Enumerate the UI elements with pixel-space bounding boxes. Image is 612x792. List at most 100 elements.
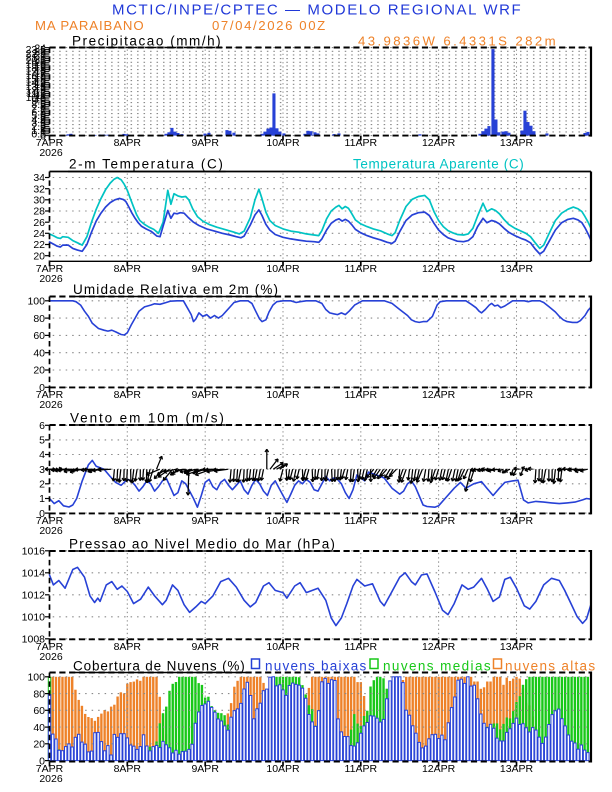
- svg-text:7APR: 7APR: [36, 641, 64, 653]
- svg-text:4: 4: [40, 116, 46, 128]
- svg-text:22: 22: [33, 239, 45, 251]
- svg-text:21: 21: [34, 53, 46, 65]
- svg-text:MA PARAIBANO: MA PARAIBANO: [35, 18, 145, 33]
- svg-text:60: 60: [33, 330, 45, 342]
- svg-text:11APR: 11APR: [345, 763, 378, 775]
- svg-text:5: 5: [40, 112, 46, 124]
- svg-text:12APR: 12APR: [422, 641, 456, 653]
- svg-text:13APR: 13APR: [500, 263, 534, 275]
- svg-text:24: 24: [34, 42, 46, 54]
- svg-text:1016: 1016: [22, 546, 46, 558]
- svg-text:17: 17: [34, 68, 46, 80]
- svg-text:10.5: 10.5: [26, 92, 47, 104]
- svg-text:8APR: 8APR: [114, 389, 142, 401]
- svg-text:12APR: 12APR: [422, 763, 456, 775]
- svg-text:16.5: 16.5: [26, 70, 47, 82]
- svg-text:MCTIC/INPE/CPTEC — MODELO REGI: MCTIC/INPE/CPTEC — MODELO REGIONAL WRF: [112, 1, 522, 18]
- svg-text:9APR: 9APR: [191, 137, 219, 149]
- svg-text:14.5: 14.5: [26, 77, 47, 89]
- svg-text:11APR: 11APR: [345, 515, 378, 527]
- svg-text:10APR: 10APR: [266, 263, 300, 275]
- svg-text:6: 6: [40, 108, 46, 120]
- svg-text:2026: 2026: [39, 273, 63, 285]
- svg-text:Umidade Relativa em 2m (%): Umidade Relativa em 2m (%): [73, 282, 279, 297]
- svg-text:12APR: 12APR: [422, 515, 456, 527]
- svg-text:80: 80: [33, 313, 45, 325]
- svg-text:9APR: 9APR: [191, 641, 219, 653]
- svg-text:80: 80: [33, 688, 45, 700]
- svg-text:2.5: 2.5: [31, 121, 46, 133]
- svg-text:07/04/2026 00Z: 07/04/2026 00Z: [212, 18, 327, 33]
- svg-text:15.5: 15.5: [26, 74, 47, 86]
- svg-text:Vento em 10m (m/s): Vento em 10m (m/s): [70, 411, 226, 426]
- svg-text:5.5: 5.5: [31, 110, 46, 122]
- svg-text:2026: 2026: [39, 773, 63, 785]
- svg-text:13APR: 13APR: [500, 389, 534, 401]
- svg-text:13APR: 13APR: [500, 763, 534, 775]
- svg-text:8.5: 8.5: [31, 99, 46, 111]
- svg-text:10APR: 10APR: [266, 763, 300, 775]
- svg-text:9APR: 9APR: [191, 263, 219, 275]
- svg-text:12APR: 12APR: [422, 389, 456, 401]
- svg-text:8APR: 8APR: [114, 515, 142, 527]
- svg-text:28: 28: [33, 206, 45, 218]
- svg-text:7APR: 7APR: [36, 763, 64, 775]
- svg-text:7APR: 7APR: [36, 263, 64, 275]
- svg-text:23.5: 23.5: [26, 44, 47, 56]
- svg-text:2026: 2026: [39, 651, 63, 663]
- svg-text:4.5: 4.5: [31, 114, 46, 126]
- svg-text:2: 2: [39, 479, 45, 491]
- svg-text:Pressao ao Nivel Medio do Mar: Pressao ao Nivel Medio do Mar (hPa): [69, 537, 336, 552]
- svg-text:1014: 1014: [22, 568, 46, 580]
- svg-text:40: 40: [33, 347, 45, 359]
- svg-text:9APR: 9APR: [191, 515, 219, 527]
- svg-text:7.5: 7.5: [31, 103, 46, 115]
- svg-text:1010: 1010: [22, 612, 46, 624]
- svg-text:0: 0: [39, 382, 45, 394]
- svg-text:0: 0: [40, 130, 46, 142]
- svg-text:11APR: 11APR: [345, 137, 378, 149]
- svg-text:20: 20: [33, 365, 45, 377]
- svg-text:Precipitacao (mm/h): Precipitacao (mm/h): [72, 33, 222, 48]
- svg-text:100: 100: [27, 672, 45, 684]
- svg-text:10APR: 10APR: [266, 641, 300, 653]
- svg-text:12.5: 12.5: [26, 85, 47, 97]
- svg-text:11: 11: [35, 90, 46, 102]
- svg-text:43.9836W 6.4331S 282m: 43.9836W 6.4331S 282m: [358, 33, 558, 48]
- svg-text:6: 6: [39, 420, 45, 432]
- svg-text:9: 9: [40, 97, 46, 109]
- svg-text:1012: 1012: [22, 590, 46, 602]
- svg-text:1008: 1008: [22, 634, 46, 646]
- svg-text:2026: 2026: [39, 399, 63, 411]
- svg-text:22.5: 22.5: [26, 48, 47, 60]
- svg-text:3: 3: [39, 464, 45, 476]
- svg-text:6.5: 6.5: [31, 107, 46, 119]
- svg-text:12: 12: [34, 86, 46, 98]
- svg-text:13: 13: [34, 83, 46, 95]
- svg-text:13.5: 13.5: [26, 81, 47, 93]
- svg-text:3: 3: [40, 119, 46, 131]
- svg-text:nuvens altas: nuvens altas: [505, 658, 596, 673]
- svg-text:11APR: 11APR: [345, 641, 378, 653]
- svg-text:9APR: 9APR: [191, 389, 219, 401]
- svg-text:24: 24: [33, 228, 45, 240]
- svg-text:9.5: 9.5: [31, 96, 46, 108]
- svg-text:22: 22: [34, 50, 46, 62]
- svg-text:Temperatura Aparente (C): Temperatura Aparente (C): [353, 157, 524, 172]
- svg-text:8APR: 8APR: [114, 763, 142, 775]
- svg-text:0.5: 0.5: [31, 129, 46, 141]
- svg-text:10APR: 10APR: [266, 137, 300, 149]
- svg-text:2026: 2026: [39, 525, 63, 537]
- svg-text:40: 40: [33, 722, 45, 734]
- svg-text:26: 26: [33, 217, 45, 229]
- svg-text:5: 5: [39, 435, 45, 447]
- svg-text:14: 14: [34, 79, 46, 91]
- svg-text:1.5: 1.5: [31, 125, 46, 137]
- svg-text:9APR: 9APR: [191, 763, 219, 775]
- svg-text:32: 32: [33, 183, 45, 195]
- svg-text:19.5: 19.5: [26, 59, 47, 71]
- svg-text:0: 0: [39, 755, 45, 767]
- svg-text:21.5: 21.5: [26, 52, 47, 64]
- svg-text:1: 1: [40, 127, 46, 139]
- svg-text:8APR: 8APR: [114, 137, 142, 149]
